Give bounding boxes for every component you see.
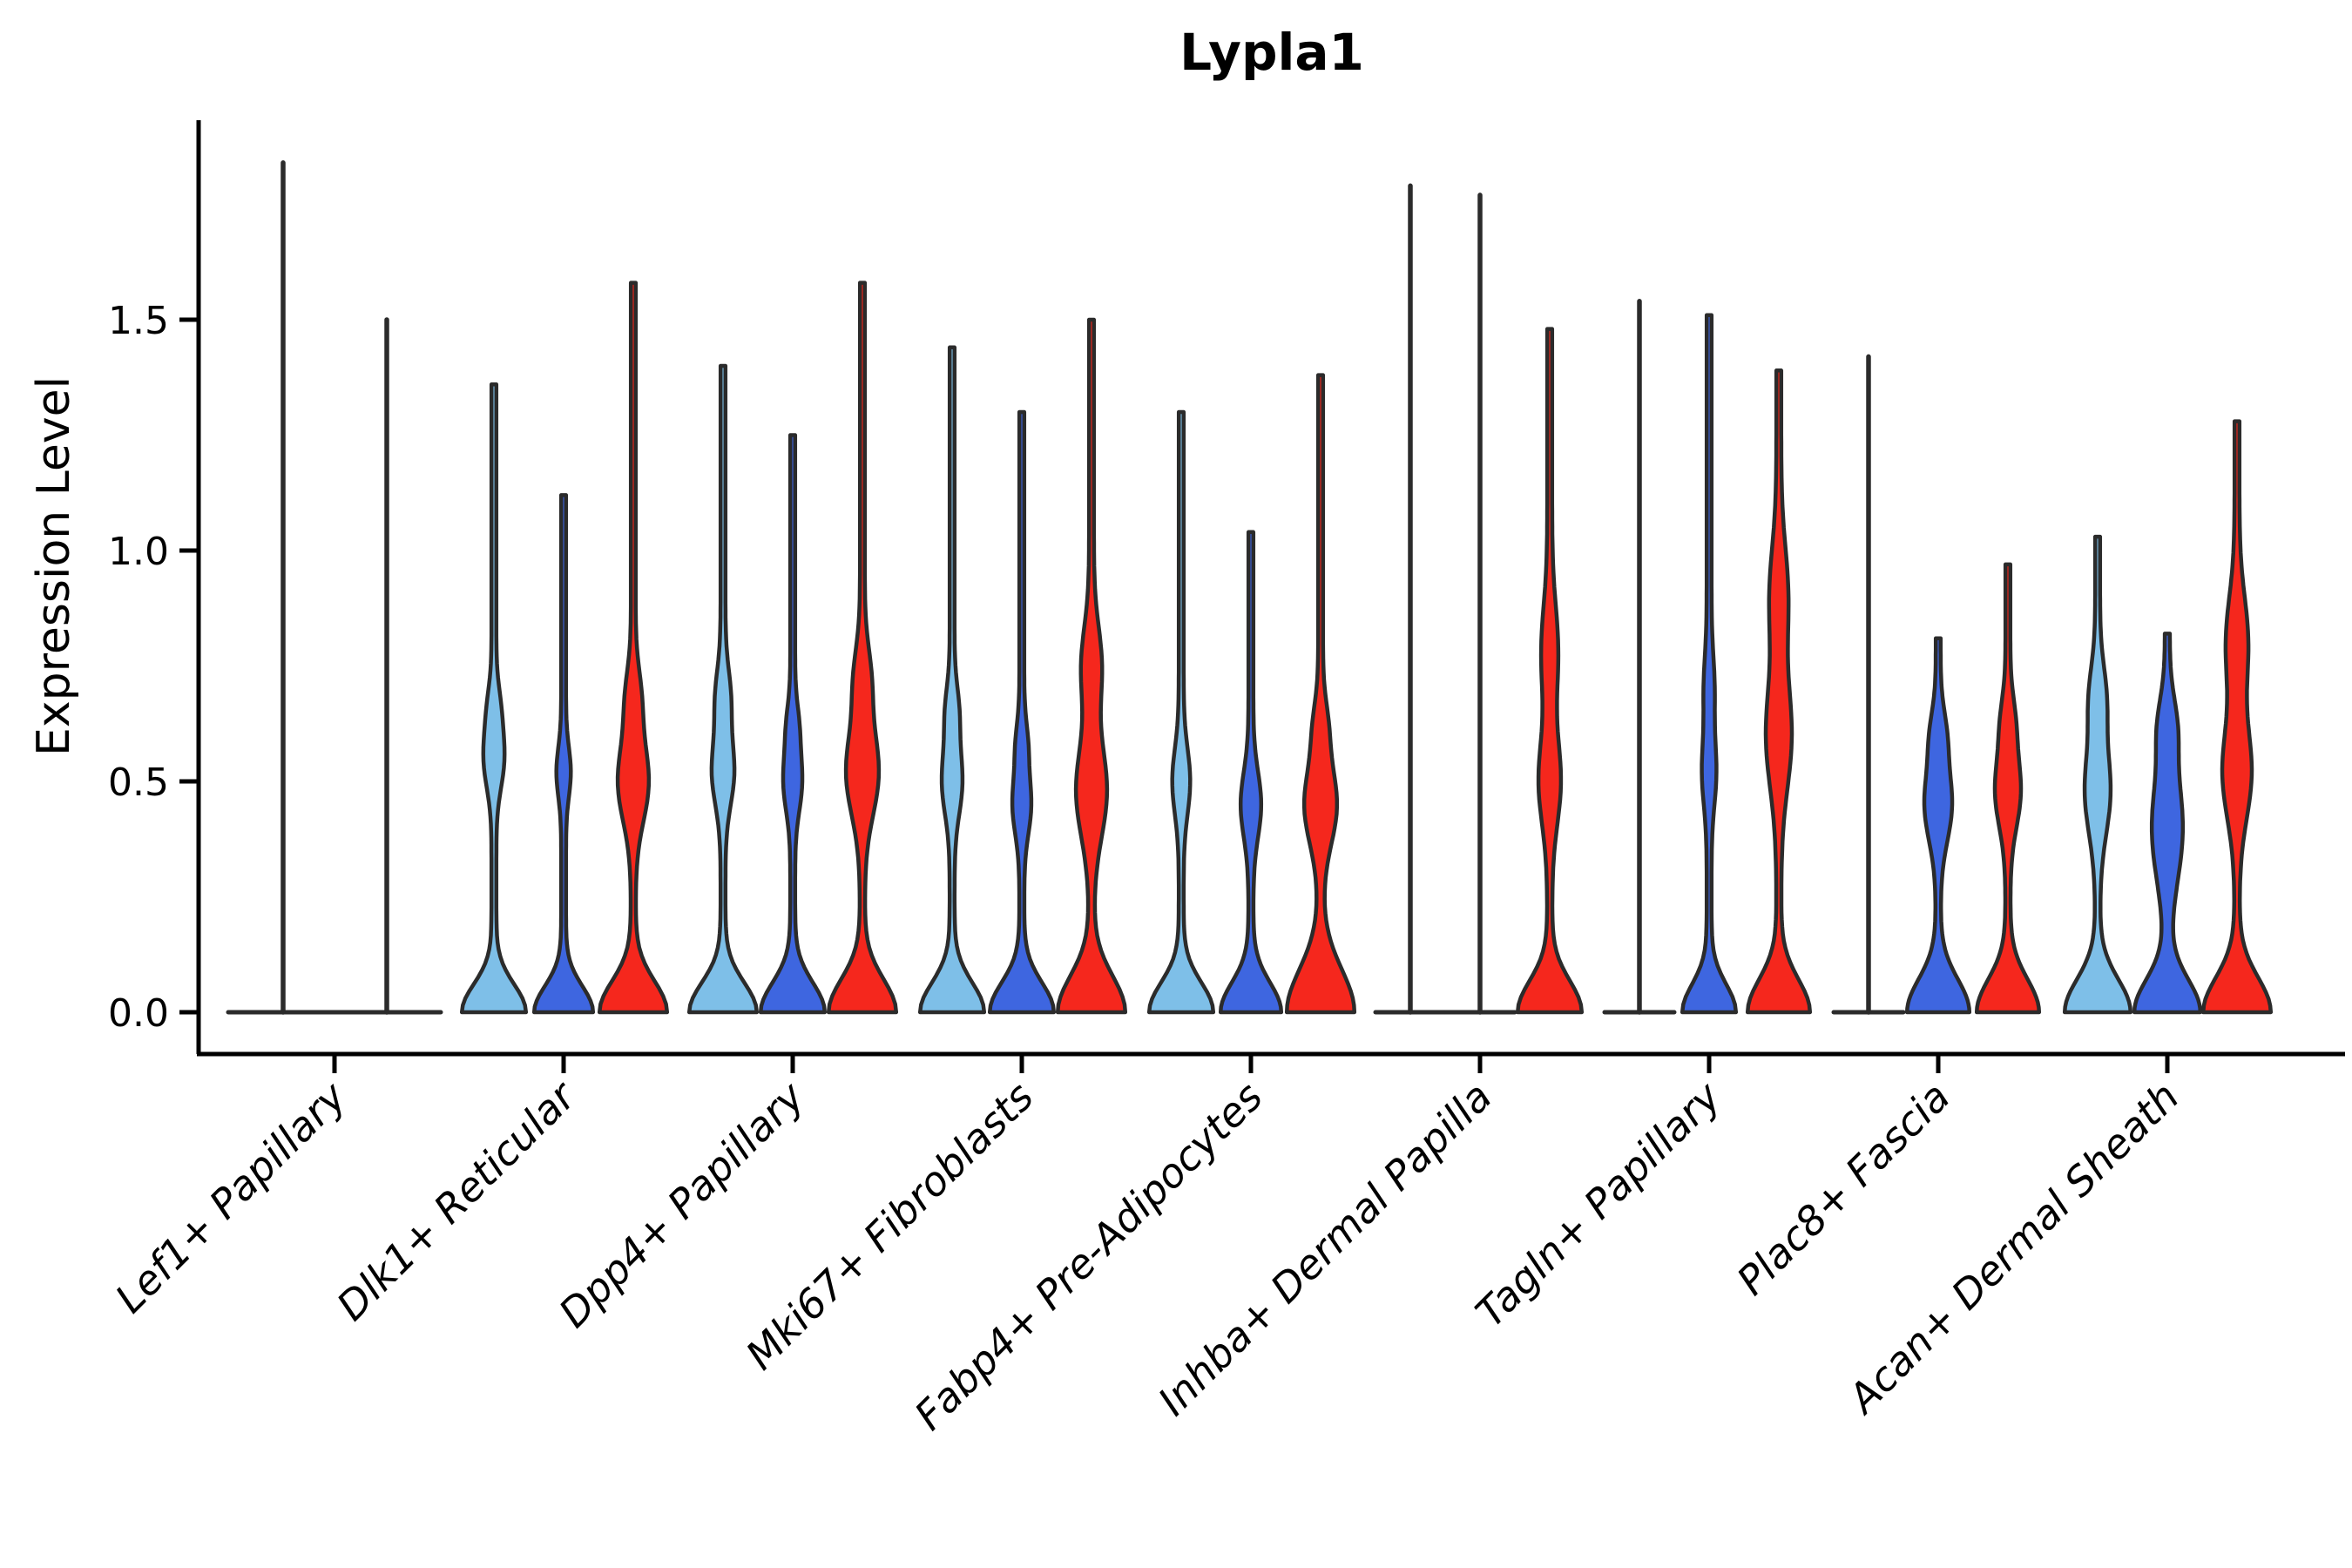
violin-dark_blue (1680, 313, 1739, 1015)
violin-dark_blue (1904, 636, 1972, 1015)
violin-dark_blue (758, 433, 828, 1015)
violin-dark_blue (531, 493, 596, 1015)
y-tick-label: 1.0 (108, 530, 169, 574)
x-tick-label: Lef1+ Papillary (106, 1072, 355, 1321)
y-tick-label: 0.5 (108, 760, 169, 805)
violin-dark_blue (2132, 632, 2203, 1015)
violin-red (2200, 419, 2274, 1015)
violin-red (1055, 317, 1128, 1015)
plot-title: Lypla1 (1179, 23, 1364, 82)
y-tick-label: 0.0 (108, 991, 169, 1036)
violin-light_blue (459, 382, 529, 1015)
violin-red (1284, 373, 1357, 1015)
y-tick-label: 1.5 (108, 299, 169, 343)
violin-light_blue (2062, 534, 2133, 1015)
violin-red (826, 280, 899, 1015)
violin-light_blue (686, 363, 760, 1015)
x-tick-label: Tagln+ Papillary (1466, 1072, 1730, 1336)
violin-red (1745, 368, 1813, 1015)
violin-red (1515, 327, 1585, 1015)
violin-red (597, 280, 670, 1015)
x-tick-label: Dpp4+ Papillary (550, 1072, 814, 1336)
violin-red (1974, 562, 2042, 1015)
violin-dark_blue (987, 409, 1057, 1015)
violin-dark_blue (1218, 530, 1284, 1015)
x-tick-label: Plac8+ Fascia (1727, 1073, 1958, 1304)
violin-light_blue (917, 345, 987, 1015)
x-tick-label: Dlk1+ Reticular (328, 1071, 586, 1329)
violin-light_blue (1146, 409, 1216, 1015)
